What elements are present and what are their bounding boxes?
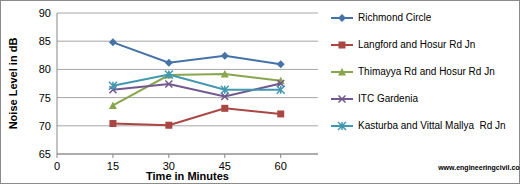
x-tick-label: 0	[54, 160, 60, 172]
data-point	[277, 86, 285, 94]
data-point	[277, 110, 284, 117]
x-tick	[280, 154, 281, 158]
legend-marker	[339, 42, 346, 49]
data-point	[109, 82, 117, 90]
series-line	[113, 74, 281, 89]
data-point	[165, 70, 173, 78]
data-point	[221, 105, 228, 112]
chart-svg: 657075808590015304560Time in MinutesNois…	[0, 0, 520, 184]
data-point	[165, 81, 172, 88]
legend-item: Richmond Circle	[330, 10, 518, 37]
plot-area	[109, 38, 285, 128]
legend-label: Thimayya Rd and Hosur Rd Jn	[358, 66, 513, 78]
x-axis-title: Time in Minutes	[146, 170, 229, 182]
legend-item: Thimayya Rd and Hosur Rd Jn	[330, 64, 518, 91]
y-tick-label: 65	[39, 148, 51, 160]
legend-item: Kasturba and Vittal Mallya Rd Jn	[330, 118, 518, 145]
legend-swatch	[330, 66, 354, 78]
grid-line	[57, 154, 318, 155]
x-tick-label: 15	[107, 160, 119, 172]
legend-marker	[338, 68, 346, 76]
grid-line	[57, 69, 318, 70]
legend-label: Kasturba and Vittal Mallya Rd Jn	[358, 120, 513, 132]
data-point	[109, 120, 116, 127]
y-tick-label: 85	[39, 35, 51, 47]
grid-line	[57, 41, 318, 42]
legend-swatch	[330, 93, 354, 105]
legend-marker	[339, 96, 346, 103]
legend-marker	[338, 14, 346, 22]
data-point	[277, 60, 285, 68]
legend-label: Richmond Circle	[358, 12, 513, 24]
data-point	[109, 101, 117, 109]
data-point	[109, 38, 117, 46]
y-axis-line	[57, 13, 58, 154]
data-point	[221, 52, 229, 60]
y-tick-label: 80	[39, 63, 51, 75]
y-tick-label: 75	[39, 92, 51, 104]
legend-swatch	[330, 120, 354, 132]
x-tick	[112, 154, 113, 158]
data-point	[165, 59, 173, 67]
y-tick-label: 70	[39, 120, 51, 132]
x-axis-line	[57, 154, 318, 155]
x-tick	[224, 154, 225, 158]
watermark: www.engineeringcivil.com	[437, 164, 520, 172]
chart-container: 657075808590015304560Time in MinutesNois…	[0, 0, 520, 184]
legend-marker	[338, 122, 346, 130]
legend-swatch	[330, 39, 354, 51]
grid-line	[57, 97, 318, 98]
chart-frame	[1, 1, 520, 184]
series-line	[113, 74, 281, 106]
x-tick	[57, 154, 58, 158]
legend-swatch	[330, 12, 354, 24]
legend-item: Langford and Hosur Rd Jn	[330, 37, 518, 64]
y-axis-title: Noise Level in dB	[7, 38, 19, 130]
series-line	[113, 108, 281, 125]
data-point	[221, 86, 229, 94]
x-tick	[168, 154, 169, 158]
data-point	[165, 122, 172, 129]
legend-label: Langford and Hosur Rd Jn	[358, 39, 513, 51]
series-line	[113, 42, 281, 64]
data-point	[221, 70, 229, 78]
legend-item: ITC Gardenia	[330, 91, 518, 118]
legend-label: ITC Gardenia	[358, 93, 513, 105]
y-tick-label: 90	[39, 7, 51, 19]
data-point	[221, 93, 228, 100]
x-tick-label: 60	[275, 160, 287, 172]
grid-line	[57, 125, 318, 126]
legend: Richmond Circle Langford and Hosur Rd Jn T…	[330, 10, 518, 145]
grid-line	[57, 13, 318, 14]
